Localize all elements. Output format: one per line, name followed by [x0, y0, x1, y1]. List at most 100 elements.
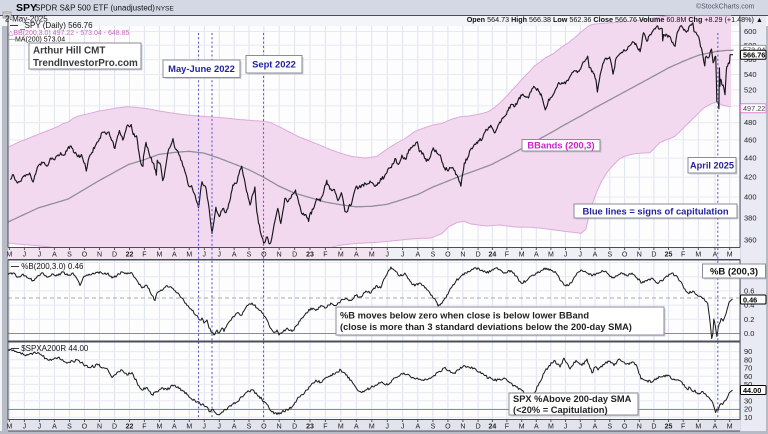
svg-text:M: M: [6, 252, 12, 259]
svg-text:A: A: [52, 424, 57, 431]
svg-text:A: A: [172, 252, 177, 259]
svg-text:24: 24: [489, 252, 497, 259]
svg-text:O: O: [82, 424, 88, 431]
svg-text:SPY: SPY: [16, 2, 37, 14]
svg-text:50: 50: [744, 380, 752, 389]
svg-text:30: 30: [744, 396, 752, 405]
svg-text:J: J: [38, 252, 42, 259]
svg-text:NYSE: NYSE: [156, 6, 174, 13]
svg-text:S: S: [431, 424, 436, 431]
svg-text:J: J: [564, 252, 568, 259]
svg-text:N: N: [637, 424, 642, 431]
svg-text:420: 420: [744, 173, 757, 182]
svg-text:N: N: [460, 424, 465, 431]
svg-text:25: 25: [665, 252, 673, 259]
svg-text:A: A: [232, 252, 237, 259]
svg-text:J: J: [218, 424, 222, 431]
svg-text:A: A: [354, 424, 359, 431]
svg-text:D: D: [292, 424, 297, 431]
svg-text:10: 10: [744, 413, 752, 422]
svg-text:70: 70: [744, 364, 752, 373]
svg-text:M: M: [156, 424, 162, 431]
svg-text:(<20% = Capitulation): (<20% = Capitulation): [513, 405, 608, 415]
svg-text:F: F: [681, 424, 685, 431]
svg-text:S: S: [67, 424, 72, 431]
svg-text:F: F: [323, 424, 327, 431]
svg-text:566.76: 566.76: [743, 51, 765, 60]
svg-text:A: A: [534, 252, 539, 259]
svg-text:M: M: [548, 252, 554, 259]
svg-text:O: O: [622, 252, 628, 259]
svg-text:SPX %Above 200-day SMA: SPX %Above 200-day SMA: [513, 394, 632, 404]
svg-text:Open 564.73 High 566.38 Low 56: Open 564.73 High 566.38 Low 562.36 Close…: [467, 15, 763, 24]
svg-text:80: 80: [744, 355, 752, 364]
svg-text:497.22: 497.22: [743, 104, 765, 113]
svg-text:J: J: [386, 252, 390, 259]
svg-text:M: M: [727, 424, 733, 431]
svg-text:F: F: [505, 252, 509, 259]
svg-text:N: N: [97, 424, 102, 431]
svg-text:M: M: [156, 252, 162, 259]
svg-text:F: F: [323, 252, 327, 259]
svg-text:J: J: [203, 424, 207, 431]
svg-text:N: N: [97, 252, 102, 259]
svg-text:May-June 2022: May-June 2022: [168, 63, 235, 74]
svg-text:N: N: [277, 424, 282, 431]
svg-text:A: A: [232, 424, 237, 431]
svg-text:△BB(200,3.0) 497.22 - 573.04 -: △BB(200,3.0) 497.22 - 573.04 - 648.85: [8, 30, 129, 37]
svg-text:J: J: [203, 252, 207, 259]
svg-text:J: J: [38, 424, 42, 431]
svg-text:360: 360: [744, 236, 757, 245]
svg-text:540: 540: [744, 70, 757, 79]
svg-text:(close is more than 3 standard: (close is more than 3 standard deviation…: [340, 322, 632, 332]
svg-text:S: S: [431, 252, 436, 259]
svg-text:A: A: [415, 424, 420, 431]
svg-text:%B moves below zero when close: %B moves below zero when close is below …: [340, 311, 589, 321]
svg-text:0.2: 0.2: [744, 315, 754, 324]
svg-text:J: J: [401, 424, 405, 431]
svg-text:M: M: [695, 424, 701, 431]
svg-text:M: M: [519, 424, 525, 431]
svg-text:—MA(200) 573.04: —MA(200) 573.04: [8, 36, 65, 43]
svg-text:D: D: [476, 424, 481, 431]
svg-text:N: N: [460, 252, 465, 259]
svg-text:J: J: [579, 252, 583, 259]
svg-text:M: M: [519, 252, 525, 259]
svg-text:20: 20: [744, 405, 752, 414]
svg-text:440: 440: [744, 154, 757, 163]
svg-text:N: N: [277, 252, 282, 259]
svg-text:380: 380: [744, 214, 757, 223]
svg-text:M: M: [695, 252, 701, 259]
svg-text:F: F: [142, 252, 146, 259]
svg-text:April 2025: April 2025: [690, 161, 734, 171]
svg-text:TrendInvestorPro.com: TrendInvestorPro.com: [33, 58, 138, 69]
svg-text:F: F: [142, 424, 146, 431]
svg-text:J: J: [401, 252, 405, 259]
svg-text:0.0: 0.0: [744, 329, 754, 338]
svg-text:A: A: [593, 424, 598, 431]
svg-text:2-May-2025: 2-May-2025: [5, 15, 48, 24]
svg-text:O: O: [261, 252, 267, 259]
svg-text:O: O: [445, 424, 451, 431]
svg-text:60: 60: [744, 372, 752, 381]
svg-text:©StockCharts.com: ©StockCharts.com: [696, 3, 755, 11]
svg-text:A: A: [713, 252, 718, 259]
svg-text:F: F: [681, 252, 685, 259]
svg-text:M: M: [548, 424, 554, 431]
svg-text:N: N: [637, 252, 642, 259]
svg-text:A: A: [534, 424, 539, 431]
svg-text:480: 480: [744, 118, 757, 127]
svg-text:— _SPY (Daily) 566.76: — _SPY (Daily) 566.76: [10, 21, 93, 30]
svg-text:M: M: [338, 424, 344, 431]
svg-text:24: 24: [489, 424, 497, 431]
svg-text:25: 25: [665, 424, 673, 431]
svg-text:S: S: [607, 424, 612, 431]
svg-text:O: O: [445, 252, 451, 259]
svg-text:O: O: [261, 424, 267, 431]
svg-text:S: S: [607, 252, 612, 259]
svg-text:%B (200,3): %B (200,3): [710, 266, 758, 277]
svg-text:M: M: [338, 252, 344, 259]
svg-text:23: 23: [306, 424, 314, 431]
svg-text:O: O: [622, 424, 628, 431]
svg-text:M: M: [369, 252, 375, 259]
